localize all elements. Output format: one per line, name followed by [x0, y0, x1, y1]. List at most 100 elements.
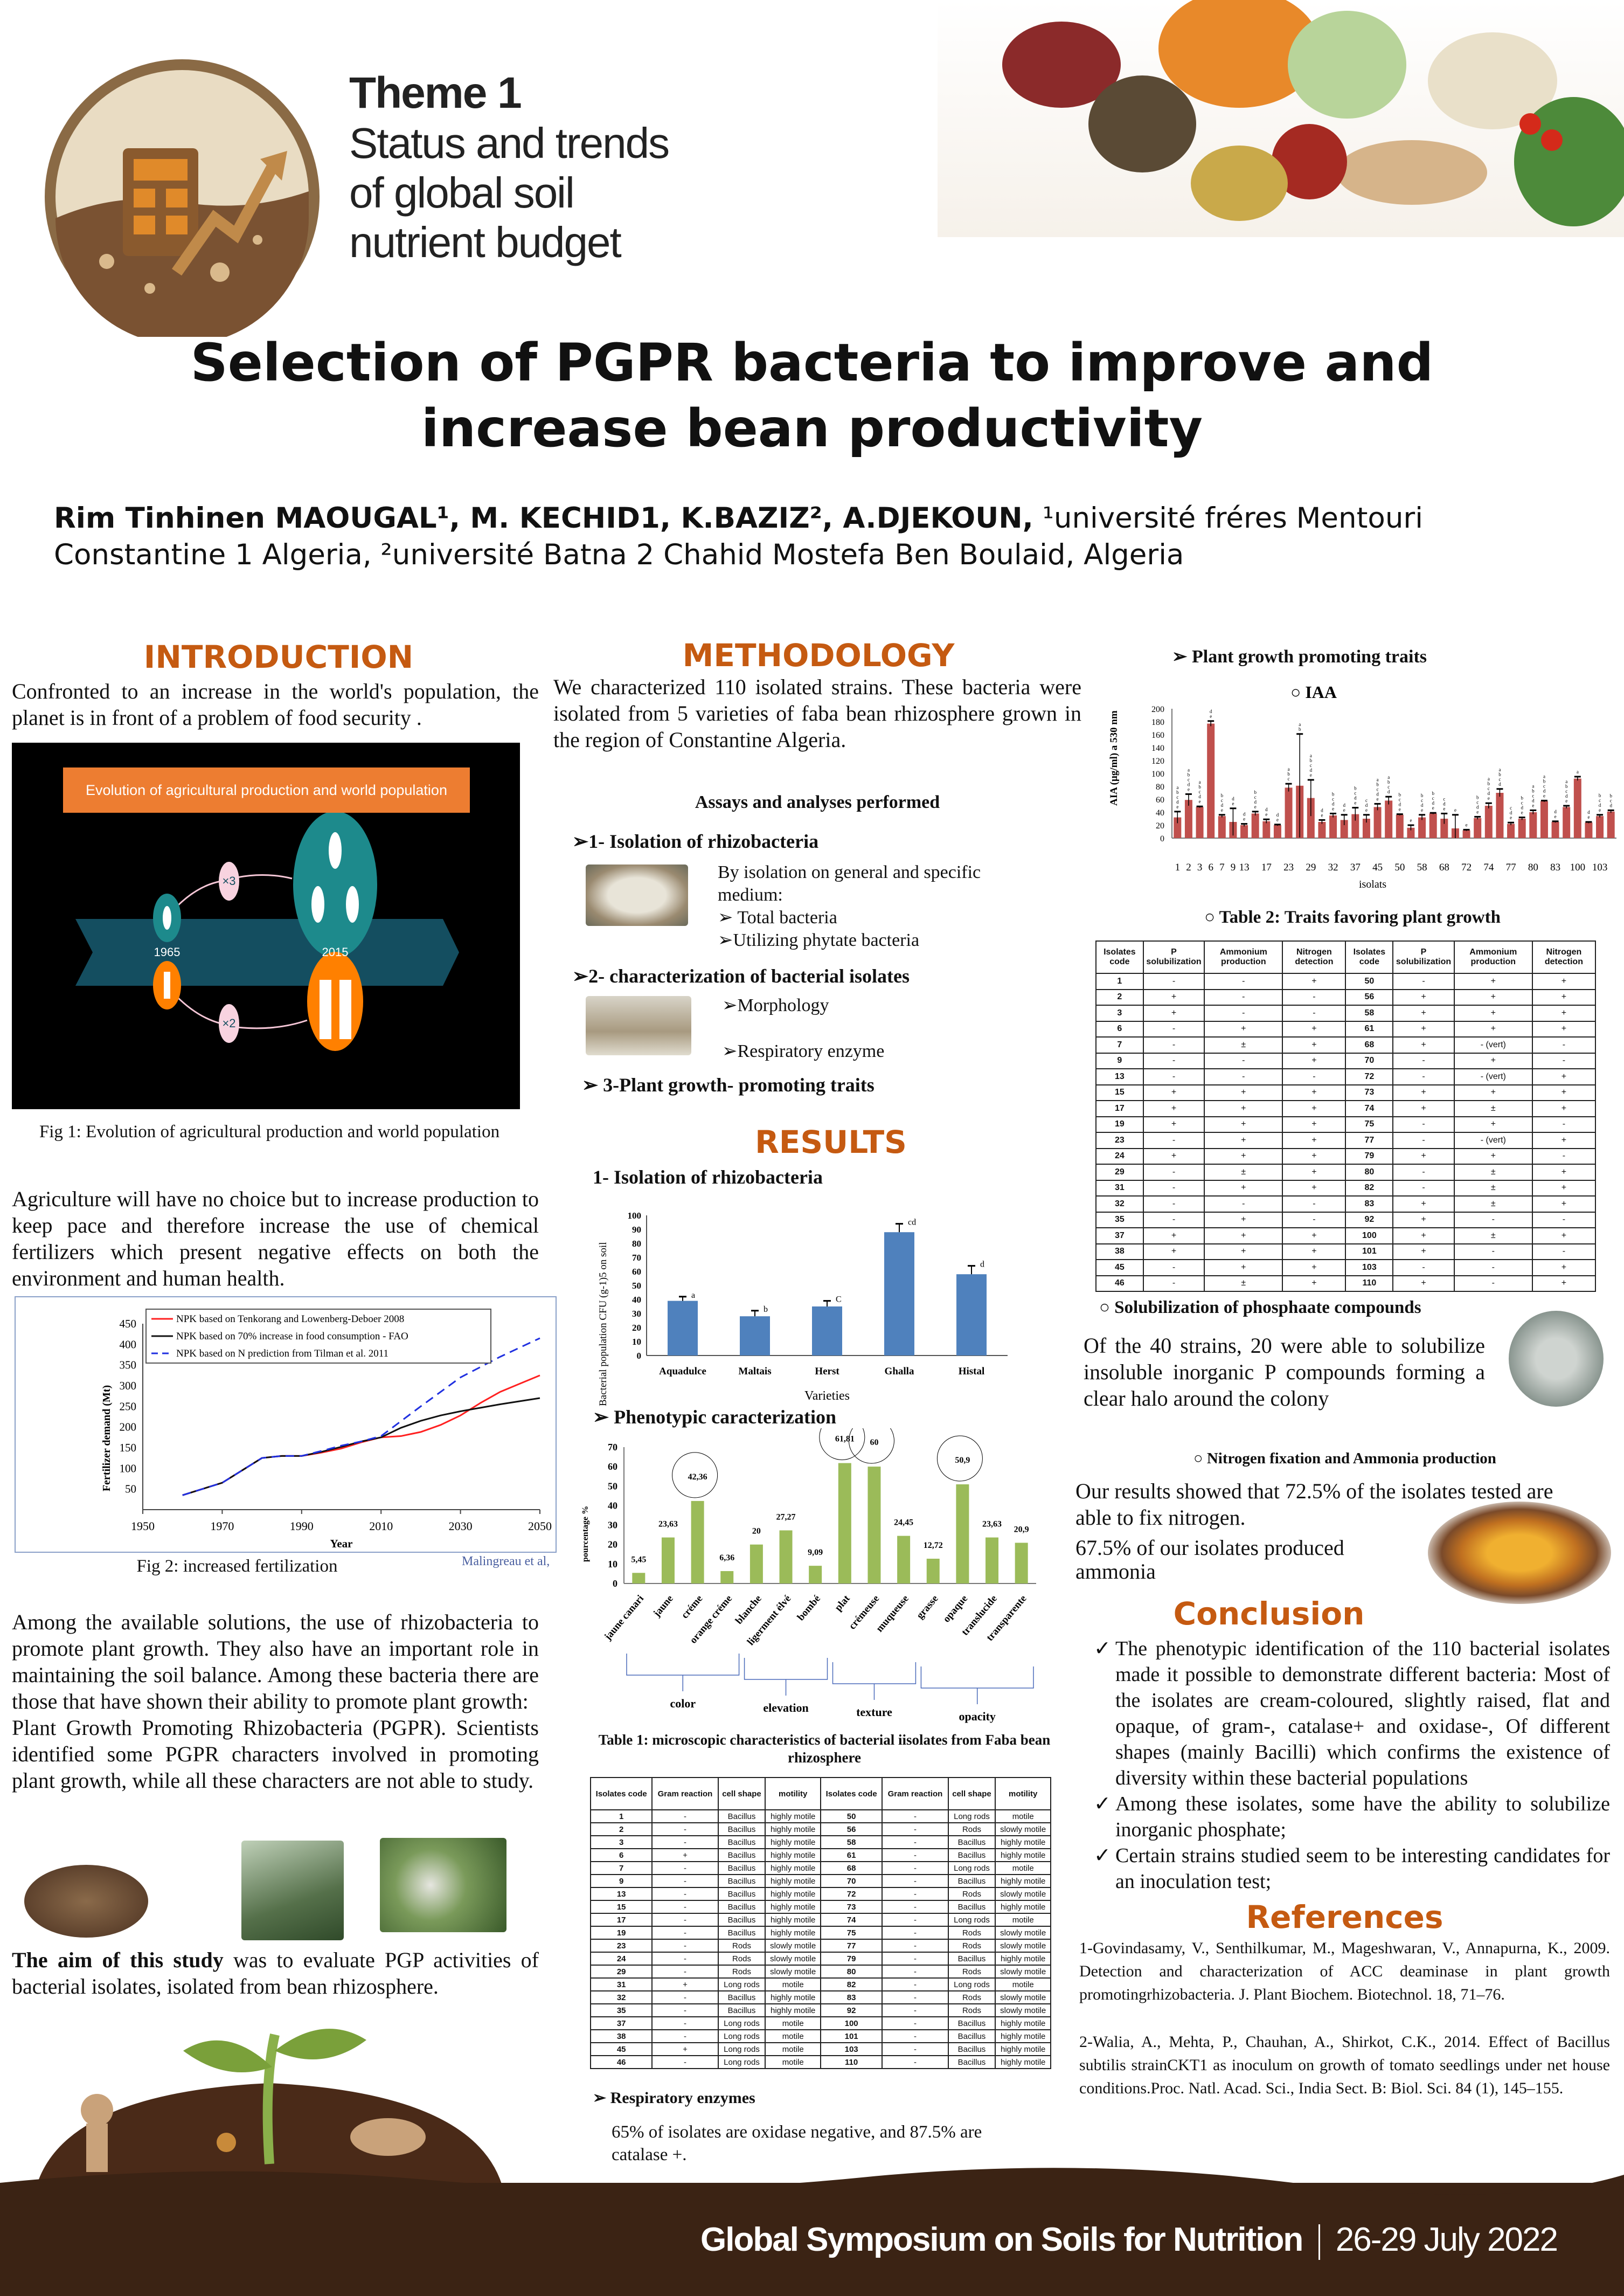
y-axis-label: Fertilizer demand (Mt) [101, 1385, 113, 1491]
table-cell: 103 [1345, 1259, 1394, 1276]
y-tick-label: 80 [632, 1239, 641, 1249]
x-tick-label: 74 [1483, 862, 1494, 873]
table-cell: 100 [820, 2016, 883, 2030]
table-cell: - [1142, 1036, 1205, 1054]
table-row: 6 + Bacillus highly motile 61- Bacillus highly… [589, 1848, 1051, 1862]
soil-hand-photo [24, 1865, 148, 1938]
table-cell: Rods [947, 1939, 996, 1953]
table-header-row: Isolates code Gram reaction cell shape moti… [589, 1777, 1051, 1810]
y-tick-label: 120 [1151, 757, 1164, 766]
event-dates: 26-29 July 2022 [1335, 2221, 1558, 2258]
y-tick-label: 50 [608, 1481, 617, 1491]
bar [1540, 801, 1548, 838]
bar [1596, 816, 1604, 838]
title-line: increase bean productivity [421, 398, 1203, 459]
table-cell: 79 [1345, 1147, 1394, 1165]
table-cell: Bacillus [717, 1926, 766, 1940]
table-cell: - [651, 1939, 719, 1953]
intro-paragraph: Agriculture will have no choice but to i… [12, 1187, 539, 1290]
table-cell: - [882, 2003, 949, 2017]
table-cell: - [1142, 1195, 1205, 1213]
x-tick-label: Histal [959, 1366, 985, 1377]
table-cell: 70 [1345, 1052, 1394, 1069]
table-row: 17 + + +74 + ± + [1095, 1100, 1597, 1117]
table-cell: 101 [820, 2029, 883, 2043]
table-cell: 83 [1345, 1195, 1394, 1213]
table-cell: Bacillus [947, 1835, 996, 1849]
table-cell: - [882, 1809, 949, 1823]
x-tick-label: 100 [1570, 862, 1586, 873]
table1: Isolates code Gram reaction cell shape moti… [589, 1777, 1051, 2069]
table-cell: - [882, 1835, 949, 1849]
table-cell: + [1531, 1084, 1597, 1101]
checkmark-icon: ✓ [1094, 1844, 1111, 1867]
table-cell: - [1392, 1179, 1455, 1197]
bean-flower-photo [380, 1838, 506, 1932]
chart-title: ○ IAA [1290, 682, 1337, 702]
table-cell: 9 [589, 1874, 653, 1888]
table2-title: ○ Table 2: Traits favoring plant growth [1204, 908, 1501, 927]
item-label: Respiratory enzyme [737, 1041, 885, 1061]
table-cell: - [1204, 973, 1283, 990]
bar [1196, 807, 1204, 838]
poster-title: Selection of PGPR bacteria to improve an… [0, 330, 1624, 461]
table-cell: highly motile [995, 1900, 1051, 1914]
table-cell: 45 [589, 2042, 653, 2056]
table-cell: 50 [820, 1809, 883, 1823]
table-cell: + [1453, 973, 1533, 990]
x-tick-label: 2030 [449, 1519, 473, 1533]
bar [809, 1566, 822, 1583]
table-row: 38 + + +101 + - - [1095, 1243, 1597, 1260]
table-cell: + [651, 1977, 719, 1991]
x-tick-label: jaune canari [602, 1593, 646, 1643]
table-cell: slowly motile [995, 1926, 1051, 1940]
y-tick-label: 0 [613, 1578, 617, 1589]
fig1-year-end: 2015 [322, 945, 349, 959]
table-cell: 38 [589, 2029, 653, 2043]
table-cell: + [1142, 1084, 1205, 1101]
y-tick-label: 100 [120, 1462, 137, 1475]
data-label: 50,9 [955, 1456, 970, 1465]
table-cell: - [1531, 1147, 1597, 1165]
table-cell: motile [765, 2055, 821, 2069]
table-cell: Rods [947, 1822, 996, 1836]
table-cell: 37 [589, 2016, 653, 2030]
table-cell: motile [765, 2016, 821, 2030]
bar [1385, 800, 1393, 838]
column-header: Isolates code [820, 1777, 883, 1810]
footer-divider [1318, 2224, 1320, 2260]
fig2-chart: 50 100 150 200 250 300 350 400 450 1950 1970 1990 20… [15, 1296, 557, 1553]
group-label: elevation [763, 1701, 808, 1714]
table-cell: 103 [820, 2042, 883, 2056]
y-tick-label: 300 [120, 1379, 137, 1392]
table-row: 1- - +50- + + [1095, 973, 1597, 990]
table-cell: - [651, 1900, 719, 1914]
table-cell: 68 [1345, 1036, 1394, 1054]
table-cell: Long rods [717, 2055, 766, 2069]
table-cell: - [651, 2003, 719, 2017]
x-tick-label: 3 [1197, 862, 1203, 873]
table-cell: + [1392, 1275, 1455, 1292]
data-label: 20,9 [1014, 1525, 1029, 1534]
table-row: 23- + +77- - (vert) + [1095, 1132, 1597, 1149]
column-header: Isolates code [1345, 940, 1394, 974]
phosphate-plate-photo [1509, 1311, 1604, 1407]
table-cell: Rods [947, 1926, 996, 1940]
step-label: 1- Isolation of rhizobacteria [588, 831, 819, 852]
table-cell: + [1282, 1084, 1347, 1101]
table-cell: highly motile [765, 1900, 821, 1914]
table-cell: + [1282, 1227, 1347, 1244]
bar [1340, 820, 1348, 838]
table-cell: + [1142, 1147, 1205, 1165]
bar [867, 1467, 881, 1583]
x-tick-label: jaune [651, 1593, 676, 1620]
column-header: cell shape [947, 1777, 996, 1810]
x-tick-label: Maltais [738, 1366, 771, 1377]
x-tick-label: 45 [1372, 862, 1383, 873]
column-header: motility [765, 1777, 821, 1810]
table-cell: 92 [820, 2003, 883, 2017]
bar [779, 1530, 793, 1583]
